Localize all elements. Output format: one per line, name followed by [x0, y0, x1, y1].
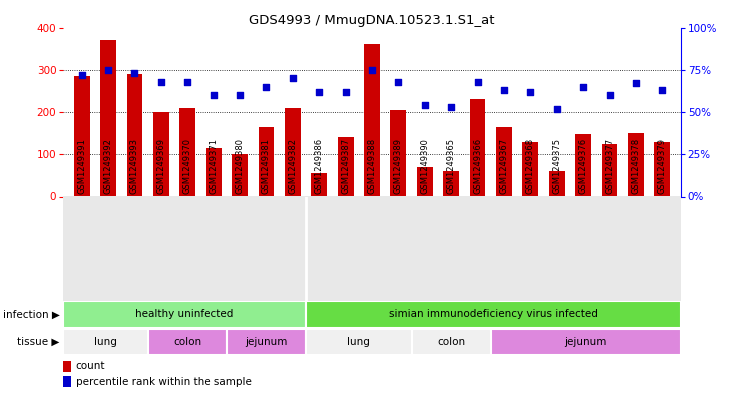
Point	[340, 88, 352, 95]
Point	[313, 88, 325, 95]
Point	[656, 87, 668, 93]
Bar	[602, 144, 618, 196]
Text: colon: colon	[437, 337, 465, 347]
Point	[603, 92, 615, 98]
Text: lung: lung	[347, 337, 371, 347]
Point	[155, 79, 167, 85]
Bar	[549, 171, 565, 196]
Point	[551, 105, 562, 112]
Bar	[206, 148, 222, 196]
Bar	[227, 329, 306, 355]
Bar	[74, 76, 89, 196]
Bar	[411, 329, 491, 355]
Point	[419, 102, 431, 108]
Point	[76, 72, 88, 78]
Bar	[63, 329, 148, 355]
Bar	[306, 329, 411, 355]
Bar	[232, 154, 248, 196]
Point	[630, 80, 642, 86]
Point	[208, 92, 219, 98]
Bar	[63, 301, 306, 328]
Point	[445, 104, 457, 110]
Point	[525, 88, 536, 95]
Bar	[575, 134, 591, 196]
Point	[129, 70, 141, 76]
Bar	[443, 171, 459, 196]
Point	[498, 87, 510, 93]
Point	[102, 66, 114, 73]
Bar	[126, 74, 142, 196]
Bar	[148, 329, 227, 355]
Bar	[100, 40, 116, 196]
Point	[392, 79, 404, 85]
Text: count: count	[76, 362, 105, 371]
Bar	[655, 142, 670, 196]
Bar	[306, 301, 681, 328]
Text: jejunum: jejunum	[565, 337, 607, 347]
Bar	[469, 99, 486, 196]
Bar	[153, 112, 169, 196]
Bar	[258, 127, 275, 196]
Bar	[391, 110, 406, 196]
Bar	[338, 137, 353, 196]
Point	[287, 75, 299, 81]
Bar	[179, 108, 195, 196]
Text: simian immunodeficiency virus infected: simian immunodeficiency virus infected	[389, 309, 598, 320]
Bar	[285, 108, 301, 196]
Bar	[311, 173, 327, 196]
Bar	[417, 167, 433, 196]
Point	[366, 66, 378, 73]
Bar	[491, 329, 681, 355]
Bar	[628, 133, 644, 196]
Text: colon: colon	[173, 337, 202, 347]
Point	[472, 79, 484, 85]
Text: percentile rank within the sample: percentile rank within the sample	[76, 377, 251, 387]
Bar	[63, 361, 71, 372]
Point	[234, 92, 246, 98]
Text: jejunum: jejunum	[246, 337, 288, 347]
Text: lung: lung	[94, 337, 117, 347]
Text: GDS4993 / MmugDNA.10523.1.S1_at: GDS4993 / MmugDNA.10523.1.S1_at	[249, 14, 495, 27]
Point	[577, 83, 589, 90]
Text: healthy uninfected: healthy uninfected	[135, 309, 234, 320]
Point	[182, 79, 193, 85]
Bar	[496, 127, 512, 196]
Bar	[364, 44, 380, 196]
Text: infection ▶: infection ▶	[3, 309, 60, 320]
Bar	[522, 141, 538, 196]
Point	[260, 83, 272, 90]
Bar	[63, 376, 71, 387]
Text: tissue ▶: tissue ▶	[17, 337, 60, 347]
